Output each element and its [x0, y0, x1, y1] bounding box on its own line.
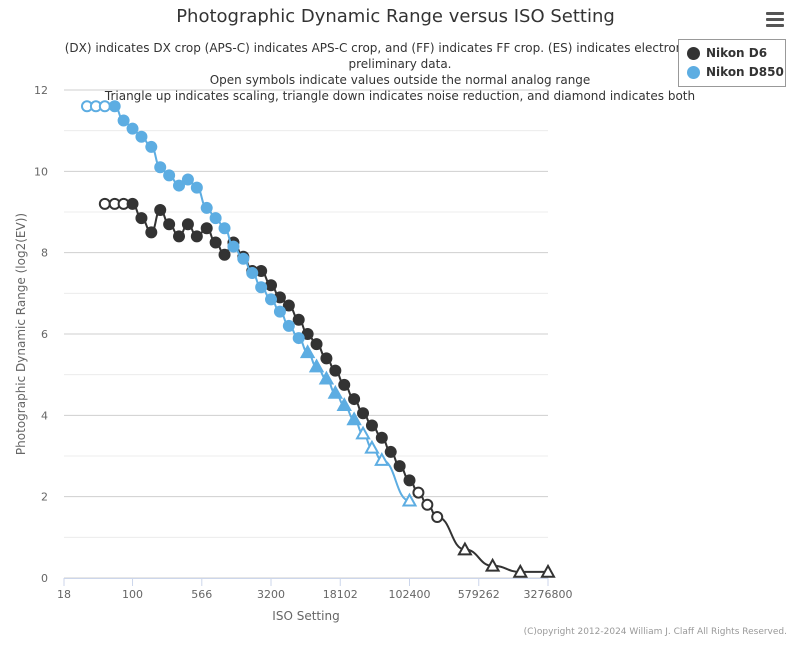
data-point	[237, 252, 250, 265]
x-tick-label: 18	[57, 588, 71, 601]
data-point-triangle	[336, 397, 352, 411]
data-point-triangle	[401, 492, 418, 507]
data-point	[403, 474, 416, 487]
data-point	[292, 313, 305, 326]
data-point	[145, 140, 158, 153]
y-tick-label: 0	[41, 572, 48, 585]
y-tick-label: 2	[41, 491, 48, 504]
data-point	[412, 486, 425, 499]
data-point	[135, 212, 148, 225]
data-point	[98, 197, 111, 210]
data-point	[273, 305, 286, 318]
x-tick-label: 3200	[257, 588, 285, 601]
y-axis-title: Photographic Dynamic Range (log2(EV))	[14, 213, 28, 455]
data-point	[375, 431, 388, 444]
data-point-triangle	[308, 358, 325, 373]
legend: Nikon D6 Nikon D850	[678, 39, 786, 87]
data-point	[126, 122, 139, 135]
data-point	[357, 407, 370, 420]
legend-label-d850: Nikon D850	[706, 65, 784, 79]
data-point	[431, 511, 444, 523]
data-point	[200, 222, 213, 235]
data-point	[181, 173, 194, 186]
data-point	[145, 226, 158, 239]
data-point-triangle	[299, 344, 316, 359]
x-axis-title: ISO Setting	[272, 609, 339, 623]
data-point	[126, 197, 139, 210]
data-point	[365, 419, 378, 432]
data-point	[209, 236, 222, 249]
data-point	[227, 240, 240, 253]
data-point	[154, 203, 167, 216]
data-point	[384, 445, 397, 458]
data-point	[255, 281, 268, 294]
data-point	[163, 169, 176, 182]
x-tick-label: 566	[191, 588, 212, 601]
legend-marker-d6	[687, 47, 700, 60]
chart-subtitle: (DX) indicates DX crop (APS-C) indicates…	[64, 41, 736, 103]
data-point	[421, 498, 434, 511]
data-point-triangle	[318, 370, 335, 385]
data-point	[310, 338, 323, 351]
data-point	[320, 352, 333, 365]
data-point	[173, 179, 186, 192]
x-tick-label: 18102	[323, 588, 358, 601]
data-point-triangle	[327, 384, 344, 399]
y-tick-label: 4	[41, 409, 48, 422]
data-point	[393, 460, 406, 473]
x-tick-label: 579262	[458, 588, 500, 601]
data-point	[338, 378, 351, 391]
y-tick-label: 8	[41, 247, 48, 260]
data-point	[282, 319, 295, 332]
chart-title: Photographic Dynamic Range versus ISO Se…	[176, 6, 615, 27]
data-point	[173, 230, 186, 243]
x-tick-label: 3276800	[524, 588, 573, 601]
data-point-triangle	[364, 439, 380, 454]
data-point	[265, 293, 278, 306]
x-tick-label: 102400	[389, 588, 431, 601]
data-point	[218, 248, 231, 261]
data-point-triangle	[512, 563, 529, 578]
data-point	[282, 299, 295, 312]
data-point	[135, 130, 148, 143]
data-point	[190, 230, 203, 243]
data-point-triangle	[374, 452, 390, 466]
data-point	[246, 267, 259, 279]
data-point	[117, 114, 130, 127]
series-line-0	[104, 202, 548, 573]
data-point	[292, 332, 305, 345]
data-point-triangle	[540, 563, 556, 578]
data-point	[200, 201, 213, 214]
data-point-triangle	[484, 557, 501, 572]
data-point	[163, 218, 176, 231]
y-tick-label: 12	[34, 84, 48, 97]
data-point	[108, 100, 121, 113]
data-point	[209, 212, 222, 225]
series-line-1	[86, 105, 410, 502]
data-point	[348, 393, 361, 406]
y-tick-label: 10	[34, 165, 48, 178]
data-point	[265, 279, 278, 292]
data-point	[98, 100, 111, 113]
data-point-triangle	[355, 425, 371, 440]
data-point	[218, 222, 231, 235]
data-point	[154, 161, 167, 174]
data-point-triangle	[346, 411, 362, 426]
legend-label-d6: Nikon D6	[706, 46, 768, 60]
credits: (C)opyright 2012-2024 William J. Claff A…	[523, 627, 787, 637]
data-point-triangle	[457, 541, 473, 556]
data-point	[329, 364, 342, 377]
x-tick-label: 100	[122, 588, 143, 601]
data-point	[190, 181, 203, 194]
data-point	[181, 218, 194, 231]
legend-marker-d850	[687, 66, 700, 79]
y-tick-label: 6	[41, 328, 48, 341]
menu-icon[interactable]	[766, 12, 784, 28]
